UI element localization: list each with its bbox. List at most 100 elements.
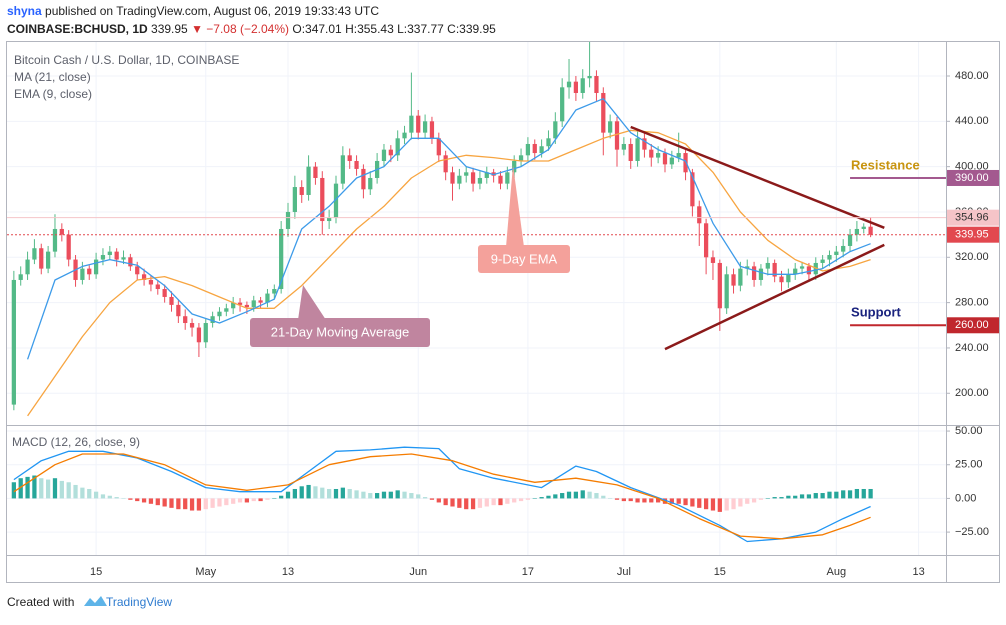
footer-created: Created with: [7, 595, 74, 609]
macd-histogram-bar: [45, 479, 51, 499]
macd-histogram-bar: [347, 488, 352, 499]
candle-body: [614, 121, 620, 150]
price-level-note: Support: [851, 305, 901, 320]
candle-body: [662, 153, 668, 165]
candle-body: [738, 268, 743, 286]
macd-histogram-bar: [587, 491, 592, 499]
candle-body: [758, 268, 764, 280]
candle-body: [183, 316, 188, 324]
candle-body: [128, 257, 133, 267]
macd-histogram-bar: [786, 495, 791, 499]
macd-histogram-bar: [457, 498, 462, 508]
macd-histogram-bar: [703, 498, 709, 510]
candle-body: [189, 323, 195, 328]
candle-body: [594, 75, 599, 93]
candle-body: [265, 293, 270, 303]
candle-body: [436, 138, 441, 156]
candle-body: [847, 234, 853, 246]
macd-histogram-bar: [32, 475, 37, 499]
macd-histogram-bar: [834, 491, 839, 499]
macd-histogram-bar: [580, 490, 585, 499]
candle-body: [621, 143, 626, 150]
candle-body: [52, 228, 58, 252]
trend-line: [664, 243, 885, 351]
macd-histogram-bar: [772, 497, 777, 499]
footer-brand[interactable]: TradingView: [106, 595, 172, 609]
macd-tick-label: 0.00: [955, 492, 976, 504]
candle-body: [525, 143, 531, 156]
macd-histogram-bar: [231, 498, 236, 504]
macd-histogram-bar: [676, 498, 681, 504]
macd-tick-label: 25.00: [955, 459, 983, 471]
macd-histogram-bar: [279, 495, 284, 499]
macd-histogram-bar: [813, 493, 818, 499]
candle-body: [114, 251, 119, 260]
candle-body: [539, 146, 544, 154]
candle-body: [553, 121, 558, 139]
candle-body: [327, 217, 332, 222]
callout-box: [250, 318, 430, 347]
candle-body: [231, 302, 236, 309]
candle-body: [724, 274, 729, 309]
candle-body: [285, 211, 291, 229]
candle-body: [566, 81, 572, 88]
macd-histogram-bar: [258, 498, 263, 502]
candle-body: [443, 155, 448, 173]
ohlc: O:347.01 H:355.43 L:337.77 C:339.95: [292, 22, 496, 36]
candle-body: [313, 166, 318, 178]
price-level-note: Resistance: [851, 157, 920, 172]
candle-body: [628, 143, 633, 161]
candle-body: [244, 304, 250, 308]
candle-body: [470, 172, 476, 184]
y-tick-label: 400.00: [955, 161, 989, 173]
macd-histogram-bar: [237, 498, 243, 503]
candle-body: [32, 248, 37, 260]
candle-body: [751, 266, 757, 280]
candle-body: [141, 274, 147, 280]
macd-histogram-bar: [162, 498, 167, 507]
candle-body: [580, 78, 585, 93]
callout-pointer: [298, 285, 326, 320]
macd-histogram-bar: [155, 498, 160, 506]
macd-histogram-bar: [183, 498, 188, 510]
macd-histogram-bar: [793, 495, 798, 499]
price-level-tag: [947, 226, 999, 243]
macd-histogram-bar: [11, 482, 16, 499]
candle-body: [532, 143, 537, 154]
macd-histogram-bar: [429, 498, 435, 500]
candle-body: [148, 279, 154, 285]
macd-line: [13, 453, 871, 540]
macd-histogram-bar: [224, 498, 229, 506]
macd-histogram-bar: [80, 487, 85, 499]
candle-body: [656, 153, 661, 158]
candle-body: [416, 115, 421, 133]
candle-body: [635, 138, 640, 161]
macd-histogram-bar: [717, 498, 722, 512]
candle-body: [203, 323, 208, 343]
candle-body: [710, 257, 716, 263]
callout-box: [478, 245, 570, 273]
candle-body: [66, 234, 71, 260]
candle-body: [799, 266, 805, 269]
candle-body: [464, 172, 469, 176]
macd-histogram-bar: [532, 498, 537, 499]
macd-histogram-bar: [614, 498, 620, 500]
macd-histogram-bar: [73, 484, 78, 499]
macd-histogram-bar: [340, 487, 345, 499]
overlay-line: [26, 98, 871, 360]
macd-histogram-bar: [354, 490, 359, 499]
candle-body: [25, 259, 30, 275]
candle-body: [608, 121, 613, 133]
grid-layer: [7, 42, 946, 555]
candle-body: [717, 262, 722, 309]
macd-histogram-bar: [416, 494, 421, 499]
macd-line: [13, 446, 871, 543]
legend-ema: EMA (9, close): [14, 87, 92, 101]
candle-body: [546, 138, 551, 147]
macd-histogram-bar: [59, 480, 64, 499]
candle-body: [834, 251, 839, 256]
candle-body: [347, 155, 352, 161]
macd-histogram-bar: [189, 498, 195, 511]
candle-body: [333, 183, 339, 218]
